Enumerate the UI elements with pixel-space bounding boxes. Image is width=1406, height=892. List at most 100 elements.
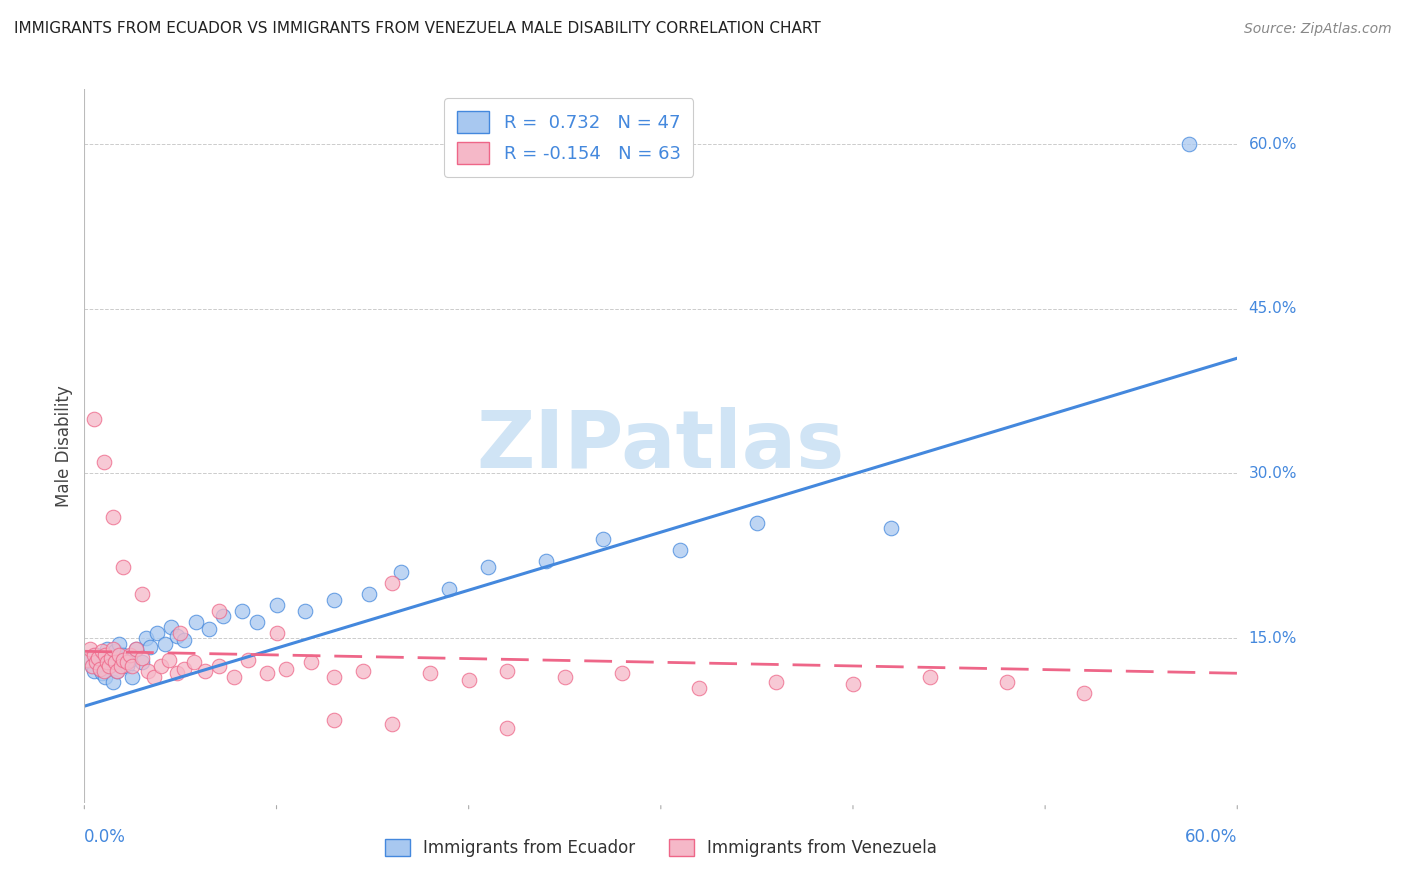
Point (125, 642, 148, 657)
Point (160, 620, 183, 634)
Text: 60.0%: 60.0% (1185, 828, 1237, 846)
Point (477, 559, 499, 574)
Point (357, 587, 380, 601)
Point (77, 653, 100, 667)
Point (93, 651, 115, 665)
Point (534, 554, 557, 568)
Point (554, 669, 576, 683)
Point (323, 669, 346, 683)
Point (173, 633, 195, 648)
Point (84, 648, 107, 662)
Point (246, 615, 269, 629)
Point (184, 615, 207, 629)
Point (80, 658, 103, 673)
Point (323, 714, 346, 728)
Point (93, 664, 115, 678)
Point (198, 623, 221, 637)
Point (79, 642, 101, 657)
Point (100, 651, 122, 665)
Point (1073, 686, 1095, 700)
Point (135, 631, 157, 645)
Text: IMMIGRANTS FROM ECUADOR VS IMMIGRANTS FROM VENEZUELA MALE DISABILITY CORRELATION: IMMIGRANTS FROM ECUADOR VS IMMIGRANTS FR… (14, 21, 821, 36)
Point (98, 658, 121, 673)
Point (592, 533, 614, 547)
Point (84, 655, 107, 669)
Point (496, 664, 519, 678)
Point (765, 675, 787, 690)
Point (87, 651, 110, 665)
Point (83, 648, 105, 662)
Point (93, 455, 115, 469)
Point (108, 637, 131, 651)
Point (266, 598, 288, 612)
Point (391, 566, 413, 580)
Point (224, 669, 246, 683)
Point (612, 666, 634, 681)
Point (100, 653, 122, 667)
Text: 15.0%: 15.0% (1249, 631, 1296, 646)
Text: 60.0%: 60.0% (1249, 136, 1296, 152)
Point (121, 669, 143, 683)
Point (266, 625, 288, 640)
Point (103, 642, 124, 657)
Text: 0.0%: 0.0% (84, 828, 127, 846)
Point (142, 669, 165, 683)
Point (136, 664, 159, 678)
Point (166, 629, 188, 643)
Point (94, 648, 117, 662)
Point (131, 651, 153, 665)
Point (115, 658, 138, 673)
Point (115, 655, 138, 669)
Text: 30.0%: 30.0% (1249, 466, 1296, 481)
Point (110, 658, 132, 673)
Point (995, 675, 1018, 690)
Point (120, 653, 142, 667)
Point (138, 640, 160, 654)
Point (236, 653, 259, 667)
Point (103, 510, 124, 524)
Text: Source: ZipAtlas.com: Source: ZipAtlas.com (1244, 21, 1392, 36)
Point (131, 587, 153, 601)
Point (150, 658, 173, 673)
Point (157, 653, 180, 667)
Point (745, 516, 768, 530)
Point (105, 664, 128, 678)
Point (120, 648, 142, 662)
Point (98, 658, 121, 673)
Point (96, 655, 118, 669)
Point (211, 609, 233, 624)
Point (80, 658, 103, 673)
Point (880, 521, 903, 535)
Point (77, 653, 100, 667)
Point (231, 604, 253, 618)
Point (89, 662, 111, 676)
Point (121, 658, 143, 673)
Point (89, 662, 111, 676)
Point (94, 669, 117, 683)
Point (496, 721, 519, 735)
Legend: Immigrants from Ecuador, Immigrants from Venezuela: Immigrants from Ecuador, Immigrants from… (377, 831, 945, 866)
Point (323, 592, 346, 607)
Y-axis label: Male Disability: Male Disability (55, 385, 73, 507)
Point (688, 681, 710, 695)
Point (90, 666, 112, 681)
Point (294, 604, 316, 618)
Point (381, 716, 404, 731)
Point (169, 625, 191, 640)
Point (87, 655, 110, 669)
Point (1178, 137, 1201, 152)
Text: 45.0%: 45.0% (1249, 301, 1296, 317)
Point (83, 664, 105, 678)
Point (439, 582, 461, 596)
Point (352, 664, 374, 678)
Point (103, 675, 124, 690)
Point (111, 653, 134, 667)
Point (669, 543, 692, 558)
Point (918, 669, 941, 683)
Point (194, 664, 217, 678)
Point (111, 559, 134, 574)
Point (96, 642, 118, 657)
Point (153, 637, 176, 651)
Point (125, 642, 148, 657)
Point (131, 655, 153, 669)
